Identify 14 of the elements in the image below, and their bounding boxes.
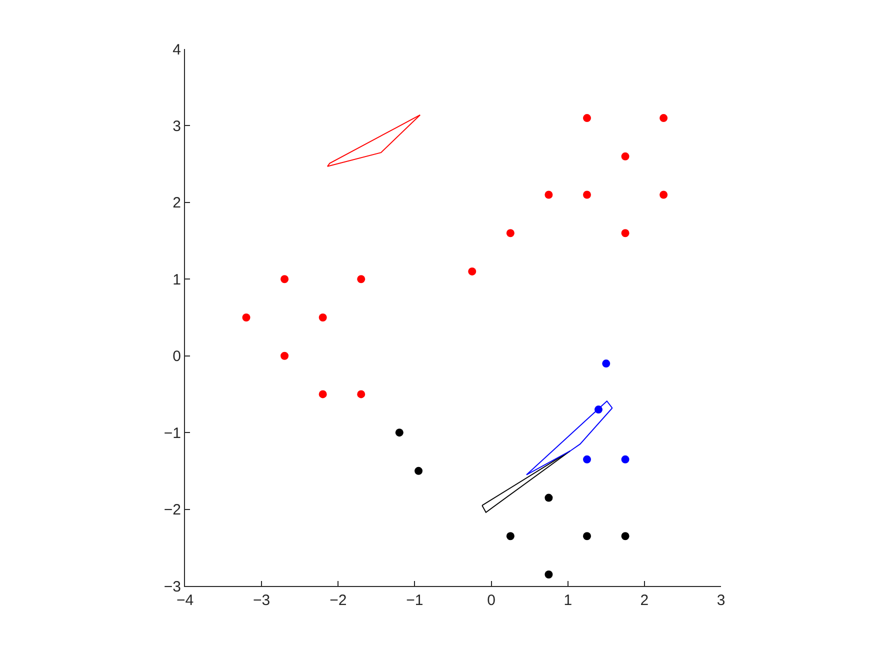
x-tick-label: 2 [640,592,649,609]
y-tick-label: −1 [164,424,181,442]
x-tick-label: 3 [716,592,726,609]
y-tick-label: 4 [172,41,181,58]
y-tick-label: 3 [172,118,181,135]
x-tick-label: 1 [564,592,572,609]
x-tick-label: −3 [253,592,270,609]
x-tick-label: 0 [487,592,496,609]
y-tick-label: 1 [172,271,181,288]
y-tick-label: −2 [164,502,181,519]
x-tick-label: −1 [406,592,424,609]
x-tick-label: −2 [330,592,347,609]
y-tick-label: 2 [172,194,181,212]
y-tick-label: 0 [172,348,181,366]
